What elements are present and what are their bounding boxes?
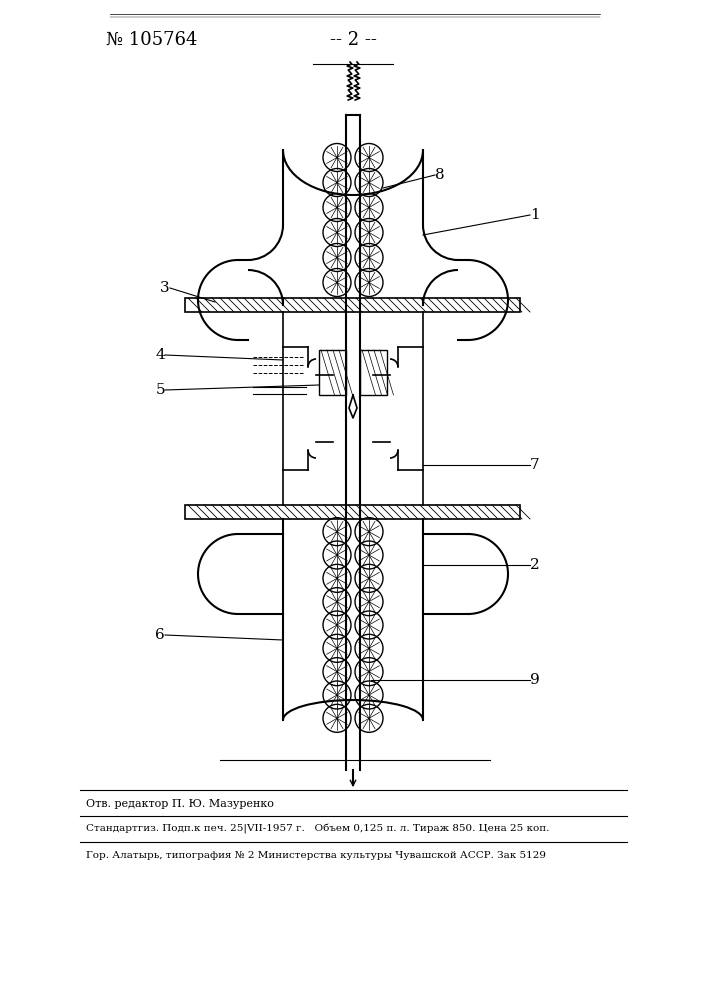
Bar	[185, 298, 520, 312]
Text: 7: 7	[530, 458, 539, 472]
Text: № 105764: № 105764	[106, 31, 198, 49]
Bar	[185, 505, 520, 519]
Text: 8: 8	[435, 168, 445, 182]
Text: 5: 5	[156, 383, 165, 397]
Text: 9: 9	[530, 673, 539, 687]
Text: 6: 6	[156, 628, 165, 642]
Bar	[319, 350, 346, 395]
Text: 2: 2	[530, 558, 539, 572]
Text: Гор. Алатырь, типография № 2 Министерства культуры Чувашской АССР. Зак 5129: Гор. Алатырь, типография № 2 Министерств…	[86, 850, 546, 859]
Text: 4: 4	[156, 348, 165, 362]
Text: 1: 1	[530, 208, 539, 222]
Text: Стандартгиз. Подп.к печ. 25|VII-1957 г.   Объем 0,125 п. л. Тираж 850. Цена 25 к: Стандартгиз. Подп.к печ. 25|VII-1957 г. …	[86, 824, 549, 834]
Bar	[360, 350, 387, 395]
Text: -- 2 --: -- 2 --	[329, 31, 376, 49]
Text: 3: 3	[160, 281, 170, 295]
Text: Отв. редактор П. Ю. Мазуренко: Отв. редактор П. Ю. Мазуренко	[86, 799, 274, 809]
